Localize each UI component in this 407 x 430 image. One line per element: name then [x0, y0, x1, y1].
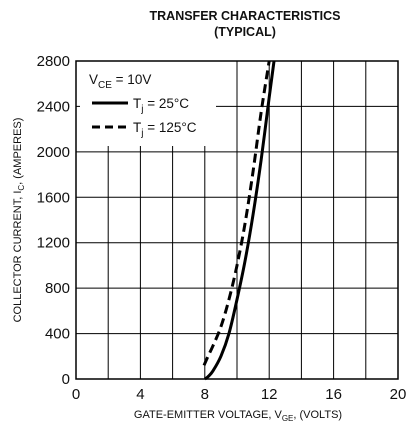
x-tick-label-8: 8 [201, 386, 209, 403]
y-tick-label-800: 800 [45, 280, 70, 297]
y-axis-label: COLLECTOR CURRENT, IC, (AMPERES) [12, 118, 26, 323]
grid [76, 61, 398, 379]
x-tick-label-0: 0 [72, 386, 80, 403]
legend-label-125c: Tj = 125°C [133, 120, 197, 139]
legend-condition: VCE = 10V [89, 72, 151, 91]
series-line-tj-125c [202, 60, 271, 366]
plot-frame [75, 60, 399, 380]
x-tick-label-4: 4 [136, 386, 144, 403]
y-tick-label-2800: 2800 [37, 53, 70, 70]
chart-subtitle: (TYPICAL) [214, 25, 276, 39]
legend: VCE = 10V Tj = 25°C Tj = 125°C [80, 61, 216, 146]
x-tick-label-20: 20 [390, 386, 407, 403]
x-tick-label-16: 16 [325, 386, 342, 403]
y-tick-label-2400: 2400 [37, 98, 70, 115]
chart-title: TRANSFER CHARACTERISTICS [150, 9, 341, 23]
series-line-tj-25c [203, 60, 276, 381]
tick-labels: 0 4 8 12 16 20 0 400 800 1200 1600 2000 2400 2800 [37, 53, 407, 403]
x-axis-label: GATE-EMITTER VOLTAGE, VGE, (VOLTS) [134, 409, 342, 423]
legend-label-25c: Tj = 25°C [133, 96, 189, 115]
x-tick-label-12: 12 [261, 386, 278, 403]
y-tick-label-1600: 1600 [37, 189, 70, 206]
series-lines [202, 60, 276, 381]
y-tick-label-1200: 1200 [37, 235, 70, 252]
y-tick-label-0: 0 [62, 371, 70, 388]
y-tick-label-400: 400 [45, 326, 70, 343]
y-tick-label-2000: 2000 [37, 144, 70, 161]
